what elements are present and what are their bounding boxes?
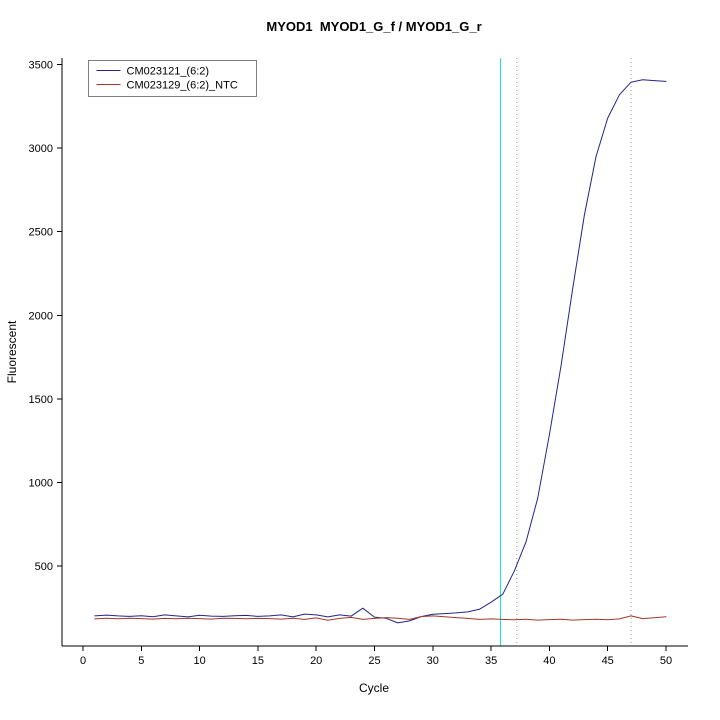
legend-box [88, 60, 257, 97]
legend-label-1: CM023129_(6:2)_NTC [127, 80, 238, 92]
y-tick-label: 2000 [29, 310, 53, 322]
y-tick-label: 3500 [29, 60, 53, 72]
x-tick-label: 50 [660, 655, 672, 667]
y-tick-label: 500 [35, 561, 53, 573]
legend-label-0: CM023121_(6:2) [127, 66, 210, 78]
plot-area: 0 5 10 15 20 25 30 35 40 45 50 500 1000 1500 2000 2500 3… [29, 58, 688, 667]
y-tick-label: 3000 [29, 143, 53, 155]
x-tick-label: 0 [80, 655, 86, 667]
x-tick-label: 20 [310, 655, 322, 667]
x-tick-label: 40 [543, 655, 555, 667]
x-tick-label: 45 [602, 655, 614, 667]
x-tick-label: 10 [193, 655, 205, 667]
y-tick-label: 1000 [29, 477, 53, 489]
y-tick-label: 1500 [29, 394, 53, 406]
x-axis-label: Cycle [359, 681, 389, 695]
chart-title: MYOD1 MYOD1_G_f / MYOD1_G_r [266, 19, 481, 34]
x-tick-label: 5 [138, 655, 144, 667]
y-axis-label: Fluorescent [5, 320, 19, 383]
y-tick-label: 2500 [29, 227, 53, 239]
series-line-1 [94, 615, 667, 621]
series-line-0 [94, 79, 667, 624]
x-tick-label: 30 [427, 655, 439, 667]
x-tick-label: 35 [485, 655, 497, 667]
x-tick-label: 15 [252, 655, 264, 667]
x-tick-label: 25 [368, 655, 380, 667]
